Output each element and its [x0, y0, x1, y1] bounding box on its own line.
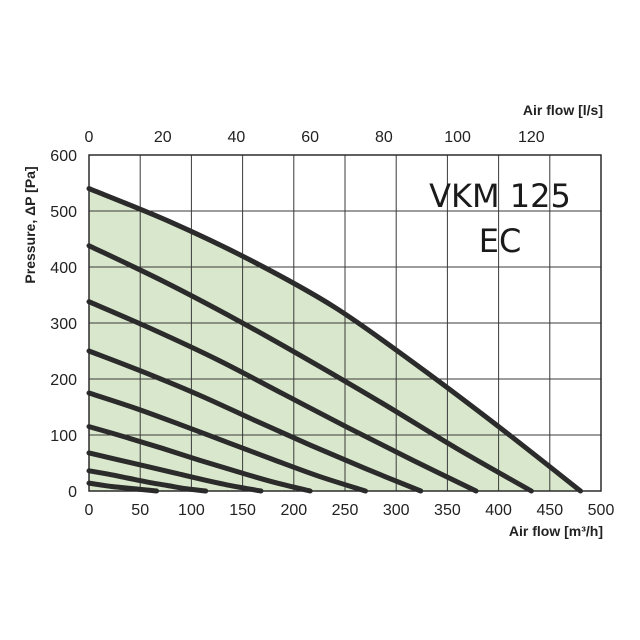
x-tick-label: 500 — [588, 502, 615, 519]
x-tick-labels: 0 50 100 150 200 250 300 350 400 450 500 — [85, 502, 615, 519]
x2-tick-label: 0 — [85, 129, 94, 146]
model-label-line1: VKM 125 — [429, 177, 571, 215]
x-tick-label: 50 — [131, 502, 149, 519]
x-tick-label: 150 — [229, 502, 256, 519]
curve-1 — [86, 186, 584, 494]
y-tick-label: 400 — [50, 260, 77, 277]
x-tick-label: 0 — [85, 502, 94, 519]
x-tick-label: 350 — [434, 502, 461, 519]
x2-tick-label: 100 — [444, 129, 471, 146]
x-tick-label: 100 — [178, 502, 205, 519]
x2-tick-label: 120 — [518, 129, 545, 146]
curves — [86, 186, 584, 494]
x2-tick-labels: 0 20 40 60 80 100 120 — [85, 129, 545, 146]
curve-4 — [86, 348, 424, 494]
y-axis-title: Pressure, ΔP [Pa] — [22, 166, 38, 283]
curve-5 — [86, 390, 368, 494]
x-tick-label: 450 — [536, 502, 563, 519]
y-tick-label: 600 — [50, 148, 77, 165]
x-axis-title: Air flow [m³/h] — [509, 523, 603, 539]
y-tick-label: 500 — [50, 204, 77, 221]
curve-8 — [86, 468, 209, 494]
x-tick-label: 400 — [485, 502, 512, 519]
x-tick-label: 200 — [280, 502, 307, 519]
model-label-line2: EC — [479, 222, 522, 260]
x2-tick-label: 60 — [301, 129, 319, 146]
x2-axis-title: Air flow [l/s] — [523, 102, 603, 118]
x2-tick-label: 80 — [375, 129, 393, 146]
x2-tick-label: 20 — [154, 129, 172, 146]
operating-area-fill — [89, 188, 581, 491]
curve-6 — [86, 424, 313, 494]
curve-9 — [86, 480, 160, 494]
plot-frame — [88, 154, 602, 492]
y-tick-label: 300 — [50, 316, 77, 333]
y-tick-label: 0 — [68, 484, 77, 501]
x2-tick-label: 40 — [228, 129, 246, 146]
curve-3 — [86, 299, 479, 494]
curve-7 — [86, 450, 264, 494]
y-tick-label: 100 — [50, 428, 77, 445]
x-tick-label: 300 — [383, 502, 410, 519]
x-tick-label: 250 — [332, 502, 359, 519]
y-tick-labels: 0 100 200 300 400 500 600 — [50, 148, 77, 501]
y-tick-label: 200 — [50, 372, 77, 389]
operating-area — [89, 188, 581, 491]
curve-2 — [86, 243, 534, 494]
